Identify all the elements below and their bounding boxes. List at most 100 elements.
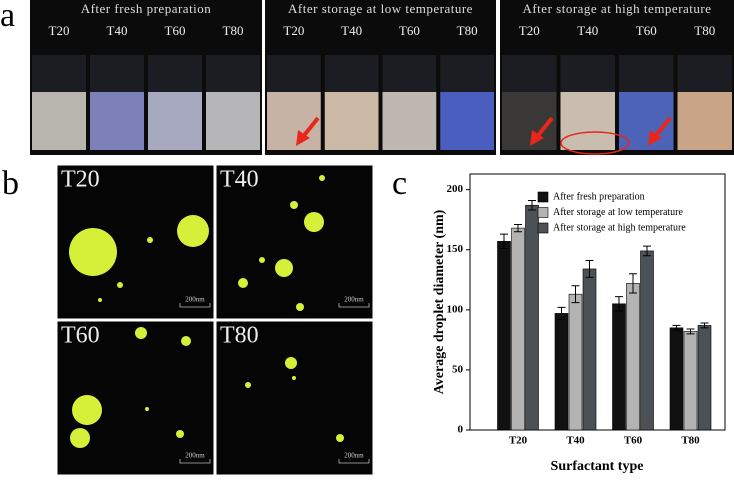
error-bar: [571, 285, 580, 304]
tube-glass: [440, 55, 494, 95]
droplet: [319, 175, 325, 181]
tube-label: T60: [165, 23, 186, 38]
tube-label: T20: [49, 23, 70, 38]
x-tick-label: T80: [681, 435, 700, 447]
arrow-head: [296, 130, 310, 146]
tube-label: T80: [694, 23, 715, 38]
legend-swatch: [537, 191, 549, 203]
error-bar: [557, 306, 566, 320]
highlight-ellipse: [560, 131, 630, 155]
droplet: [117, 282, 123, 288]
droplet: [98, 298, 102, 302]
droplet: [336, 434, 344, 442]
micrograph: [215, 320, 374, 476]
tube-label: T80: [223, 23, 244, 38]
plot-frame: [469, 173, 726, 431]
error-bar: [629, 273, 637, 294]
tube-glass: [677, 55, 732, 95]
error-bar: [500, 233, 508, 250]
legend-label: After fresh preparation: [553, 191, 645, 202]
scale-bar: [338, 303, 370, 308]
y-axis-label: Average droplet diameter (nm): [432, 209, 447, 394]
bar: [582, 268, 597, 431]
y-tick-label: 150: [447, 243, 464, 255]
x-tick-label: T20: [509, 435, 528, 447]
tube-liquid: [324, 92, 379, 150]
droplet: [145, 407, 149, 411]
bar: [697, 325, 712, 431]
tube-glass: [206, 55, 260, 95]
legend-label: After storage at low temperature: [553, 207, 684, 218]
droplet: [69, 228, 117, 276]
tube-label: T80: [457, 23, 478, 38]
arrow-head: [530, 130, 544, 146]
droplet: [238, 278, 248, 288]
scale-label: 200nm: [185, 452, 205, 460]
droplet: [176, 430, 184, 438]
error-bar: [686, 328, 695, 335]
tube-liquid: [206, 92, 260, 150]
tube-glass: [324, 55, 379, 95]
tube-glass: [90, 55, 144, 95]
droplet: [285, 357, 297, 369]
bar-chart: Surfactant type Average droplet diameter…: [432, 173, 726, 474]
panel-label: c: [392, 165, 407, 202]
photo-title: After fresh preparation: [81, 1, 212, 16]
droplet: [70, 428, 90, 448]
error-bar: [672, 324, 681, 331]
scale-bar: [179, 303, 211, 308]
droplet: [290, 201, 298, 209]
tube-label: T40: [577, 23, 598, 38]
micrograph-panels: T20 200nm T40 200nm T60 200nm T80 200nm: [56, 164, 374, 476]
bar: [612, 303, 626, 431]
tube-label: T60: [399, 23, 420, 38]
tube-glass: [502, 55, 557, 95]
y-tick-label: 50: [452, 363, 464, 375]
tube-label: T40: [107, 23, 128, 38]
photo-title: After storage at high temperature: [522, 1, 711, 16]
tube-liquid: [382, 92, 437, 150]
tube-label: T20: [519, 23, 540, 38]
bar: [511, 227, 525, 431]
annotation-arrows: [296, 116, 672, 155]
error-bar: [514, 223, 522, 233]
error-bar: [585, 260, 594, 278]
y-tick-label: 100: [447, 303, 464, 315]
legend-swatch: [537, 207, 549, 218]
error-bar: [643, 245, 651, 257]
x-axis-label: Surfactant type: [551, 459, 644, 474]
bar: [554, 313, 569, 431]
tube-glass: [267, 55, 321, 95]
droplet: [292, 376, 296, 380]
y-tick-label: 200: [447, 183, 464, 195]
bar: [626, 283, 640, 431]
tube-glass: [32, 55, 86, 95]
tube-liquid: [90, 92, 144, 150]
bar: [669, 327, 684, 431]
tube-glass: [382, 55, 437, 95]
tube-liquid: [440, 92, 494, 150]
tube-liquid: [560, 92, 615, 150]
panel-label: b: [2, 165, 19, 202]
bar: [683, 331, 698, 431]
droplet: [177, 215, 209, 247]
tube-label: T20: [283, 23, 304, 38]
micrograph-label: T80: [220, 323, 259, 349]
tube-glass: [560, 55, 615, 95]
tube-glass: [619, 55, 674, 95]
micrograph-label: T40: [220, 167, 259, 193]
droplet: [304, 212, 324, 232]
tube-label: T60: [636, 23, 657, 38]
error-bar: [528, 199, 536, 211]
photo-title: After storage at low temperature: [288, 1, 473, 16]
panel-label: a: [0, 0, 15, 34]
scale-label: 200nm: [185, 296, 205, 304]
scale-label: 200nm: [344, 296, 364, 304]
legend-swatch: [537, 222, 549, 234]
droplet: [259, 257, 265, 263]
droplet: [245, 382, 251, 388]
scale-bar: [338, 459, 370, 464]
error-bar: [700, 322, 709, 329]
scale-bar: [179, 459, 211, 464]
